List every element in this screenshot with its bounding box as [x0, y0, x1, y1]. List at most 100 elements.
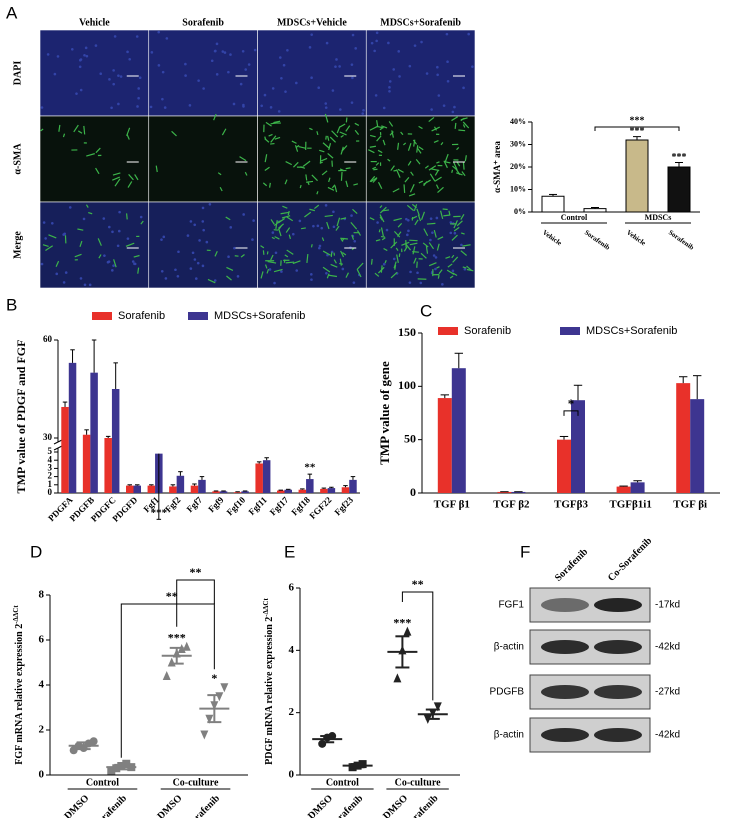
fiber [414, 219, 419, 226]
y-tick-label: 4 [39, 679, 45, 691]
fiber [392, 188, 400, 193]
x-tick-label: Fgf23 [332, 494, 355, 517]
micrograph [257, 29, 367, 117]
bracket [563, 410, 579, 416]
y-tick-label: 0 [39, 769, 45, 781]
fiber [171, 130, 177, 137]
nucleus [157, 30, 161, 34]
nucleus [449, 231, 453, 235]
nucleus [280, 76, 283, 80]
fiber [403, 246, 408, 252]
bar [511, 491, 526, 493]
point [433, 702, 442, 712]
fiber [244, 171, 248, 176]
fiber [260, 245, 265, 249]
nucleus [229, 226, 233, 229]
fiber [324, 214, 333, 218]
fiber [226, 266, 234, 272]
nucleus [68, 206, 72, 209]
fiber [133, 254, 140, 258]
nucleus [40, 262, 44, 266]
fiber [387, 158, 391, 162]
fiber [306, 254, 309, 263]
nucleus [165, 37, 169, 40]
y-tick-label: 2 [48, 471, 53, 481]
nucleus [215, 42, 219, 46]
fiber [434, 176, 442, 182]
nucleus [316, 224, 320, 228]
fiber [369, 217, 375, 221]
nucleus [324, 106, 328, 109]
fiber [274, 236, 280, 240]
nucleus [467, 32, 470, 36]
nucleus [126, 237, 130, 240]
nucleus [434, 267, 437, 271]
micrograph [148, 201, 258, 289]
fiber [447, 263, 453, 268]
bracket [401, 591, 434, 701]
fiber [351, 234, 355, 240]
nucleus [449, 221, 453, 224]
nucleus [268, 268, 272, 271]
fiber [440, 142, 444, 146]
nucleus [201, 264, 205, 268]
nucleus [227, 70, 230, 74]
micrograph [148, 115, 258, 203]
fiber [74, 253, 82, 258]
fiber [436, 161, 440, 164]
nucleus [280, 270, 283, 273]
nucleus [350, 63, 354, 66]
fiber [369, 125, 378, 131]
nucleus [419, 281, 423, 285]
annotation: *** [630, 126, 645, 137]
nucleus [310, 76, 313, 80]
nucleus [446, 79, 450, 83]
nucleus [331, 89, 335, 92]
fiber [462, 124, 466, 128]
fiber [305, 174, 308, 181]
x-tick-label: Fgf17 [268, 494, 291, 517]
nucleus [79, 88, 83, 92]
legend-label: MDSCs+Sorafenib [214, 310, 305, 322]
y-tick-label: 1 [48, 479, 53, 489]
nucleus [382, 106, 386, 110]
fiber [326, 273, 330, 279]
nucleus [106, 260, 110, 264]
nucleus [310, 278, 313, 281]
nucleus [298, 219, 302, 223]
nucleus [324, 102, 328, 105]
panel-label: A [6, 3, 18, 22]
fiber [328, 143, 332, 151]
nucleus [282, 63, 286, 67]
annotation: ** [304, 462, 316, 474]
panel-label: C [420, 301, 432, 320]
bar [190, 485, 199, 493]
annotation: ** [166, 589, 178, 603]
nucleus [62, 281, 66, 284]
nucleus [279, 56, 282, 59]
fiber [62, 133, 66, 138]
fiber [417, 214, 422, 222]
fiber [372, 166, 377, 170]
fiber [226, 275, 232, 281]
y-tick-label: 40% [510, 117, 526, 126]
fiber [339, 258, 342, 266]
nucleus [370, 41, 374, 45]
point [200, 730, 209, 740]
fiber [378, 229, 381, 233]
fiber [339, 131, 347, 136]
x-tick-label: Vehicle [625, 228, 647, 247]
fiber [271, 236, 275, 240]
y-tick-label: 2 [289, 706, 295, 718]
legend-swatch [188, 312, 208, 320]
fiber [397, 142, 400, 150]
fiber [95, 147, 101, 154]
nucleus [118, 210, 121, 214]
bar [133, 485, 141, 493]
fiber [435, 184, 440, 190]
axis-break [53, 439, 63, 445]
nucleus [191, 251, 195, 255]
fiber [288, 234, 291, 240]
fiber [433, 126, 437, 131]
nucleus [198, 239, 201, 242]
